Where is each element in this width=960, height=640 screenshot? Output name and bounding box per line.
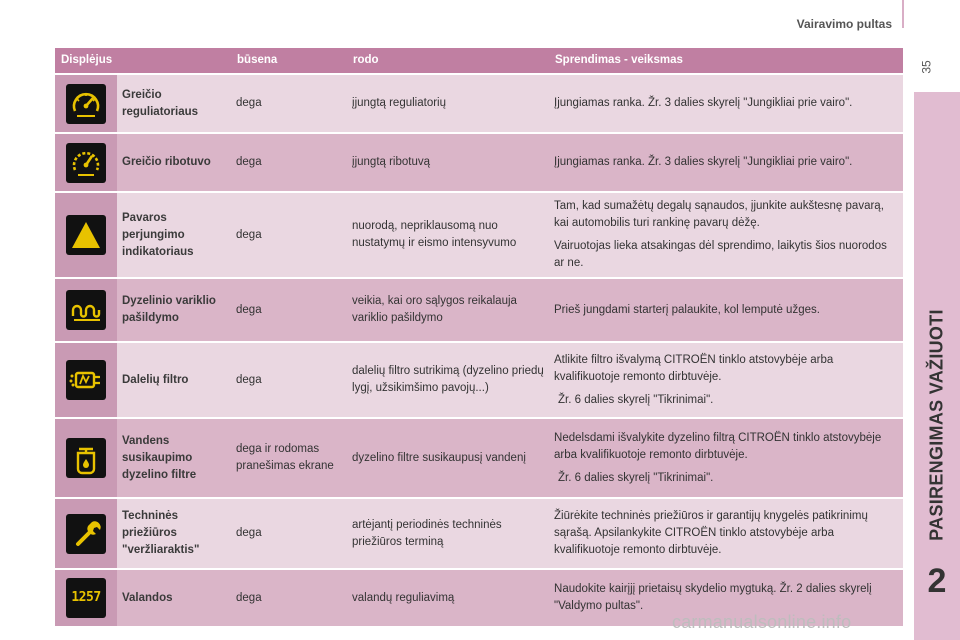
table-row: 1257 Valandos dega valandų reguliavimą N… <box>55 570 904 626</box>
light-indicates: įjungtą ribotuvą <box>347 134 550 191</box>
warning-lights-table: Displėjus būsena rodo Sprendimas - veiks… <box>55 46 904 628</box>
glow-plug-icon <box>66 290 106 330</box>
light-state: dega <box>231 499 348 568</box>
light-indicates: artėjantį periodinės techninės priežiūro… <box>347 499 550 568</box>
wrench-icon <box>66 513 106 554</box>
light-action: Prieš jungdami starterį palaukite, kol l… <box>549 279 904 341</box>
page-header-title: Vairavimo pultas <box>796 17 892 31</box>
light-name: Valandos <box>117 570 232 626</box>
action-text: Prieš jungdami starterį palaukite, kol l… <box>554 303 820 316</box>
light-indicates: valandų reguliavimą <box>347 570 550 626</box>
action-text: Vairuotojas lieka atsakingas dėl sprendi… <box>554 240 887 269</box>
action-text: Įjungiamas ranka. Žr. 3 dalies skyrelį "… <box>554 156 853 168</box>
section-tab <box>914 92 960 640</box>
header-divider <box>902 0 904 28</box>
light-state: dega <box>231 75 348 132</box>
light-action: Tam, kad sumažėtų degalų sąnaudos, įjunk… <box>549 193 904 277</box>
action-text: Žr. 6 dalies skyrelį "Tikrinimai". <box>558 393 714 406</box>
chapter-number: 2 <box>927 562 947 600</box>
action-text: Žiūrėkite techninės priežiūros ir garant… <box>554 510 868 556</box>
light-state: dega <box>231 134 348 191</box>
light-action: Įjungiamas ranka. Žr. 3 dalies skyrelį "… <box>549 134 904 191</box>
watermark: carmanualsonline.info <box>672 612 852 632</box>
column-header-state: būsena <box>231 48 348 73</box>
warning-triangle-icon <box>66 215 106 255</box>
action-text: Žr. 6 dalies skyrelį "Tikrinimai". <box>558 471 714 484</box>
hour-display-icon: 1257 <box>66 578 106 618</box>
speed-regulator-icon <box>66 83 106 124</box>
light-action: Atlikite filtro išvalymą CITROËN tinklo … <box>549 343 904 417</box>
action-text: Atlikite filtro išvalymą CITROËN tinklo … <box>554 353 834 383</box>
light-state: dega <box>231 343 348 417</box>
light-indicates: įjungtą reguliatorių <box>347 75 550 132</box>
table-row: Techninės priežiūros "veržliaraktis" deg… <box>55 499 904 568</box>
light-state: dega ir rodomas pranešimas ekrane <box>231 419 348 497</box>
light-name: Greičio reguliatoriaus <box>117 75 232 132</box>
column-header-indicates: rodo <box>347 48 550 73</box>
water-in-diesel-icon <box>66 438 106 478</box>
light-name: Techninės priežiūros "veržliaraktis" <box>117 499 232 568</box>
column-header-display: Displėjus <box>55 48 232 73</box>
light-indicates: dyzelino filtre susikaupusį vandenį <box>347 419 550 497</box>
light-name: Vandens susikaupimo dyzelino filtre <box>117 419 232 497</box>
light-action: Įjungiamas ranka. Žr. 3 dalies skyrelį "… <box>549 75 904 132</box>
light-name: Dalelių filtro <box>117 343 232 417</box>
light-state: dega <box>231 193 348 277</box>
speed-limiter-icon <box>66 142 106 183</box>
light-action: Žiūrėkite techninės priežiūros ir garant… <box>549 499 904 568</box>
light-indicates: dalelių filtro sutrikimą (dyzelino pried… <box>347 343 550 417</box>
hour-display-digits: 1257 <box>71 590 101 605</box>
page-number: 35 <box>919 60 934 74</box>
light-action: Nedelsdami išvalykite dyzelino filtrą CI… <box>549 419 904 497</box>
table-row: Greičio reguliatoriaus dega įjungtą regu… <box>55 75 904 132</box>
table-header-row: Displėjus būsena rodo Sprendimas - veiks… <box>55 48 904 73</box>
light-name: Greičio ribotuvo <box>117 134 232 191</box>
table-row: Pavaros perjungimo indikatoriaus dega nu… <box>55 193 904 277</box>
light-name: Pavaros perjungimo indikatoriaus <box>117 193 232 277</box>
column-header-action: Sprendimas - veiksmas <box>549 48 904 73</box>
table-row: Greičio ribotuvo dega įjungtą ribotuvą Į… <box>55 134 904 191</box>
light-indicates: veikia, kai oro sąlygos reikalauja varik… <box>347 279 550 341</box>
table-row: Dalelių filtro dega dalelių filtro sutri… <box>55 343 904 417</box>
action-text: Tam, kad sumažėtų degalų sąnaudos, įjunk… <box>554 200 884 229</box>
light-name: Dyzelinio variklio pašildymo <box>117 279 232 341</box>
light-indicates: nuorodą, nepriklausomą nuo nustatymų ir … <box>347 193 550 277</box>
action-text: Nedelsdami išvalykite dyzelino filtrą CI… <box>554 431 882 461</box>
table-row: Dyzelinio variklio pašildymo dega veikia… <box>55 279 904 341</box>
action-text: Įjungiamas ranka. Žr. 3 dalies skyrelį "… <box>554 97 853 109</box>
particle-filter-icon <box>66 360 106 400</box>
section-title: PASIRENGIMAS VAŽIUOTI <box>926 309 947 541</box>
light-action: Naudokite kairįjį prietaisų skydelio myg… <box>549 570 904 626</box>
table-row: Vandens susikaupimo dyzelino filtre dega… <box>55 419 904 497</box>
action-text: Naudokite kairįjį prietaisų skydelio myg… <box>554 583 872 612</box>
light-state: dega <box>231 570 348 626</box>
light-state: dega <box>231 279 348 341</box>
